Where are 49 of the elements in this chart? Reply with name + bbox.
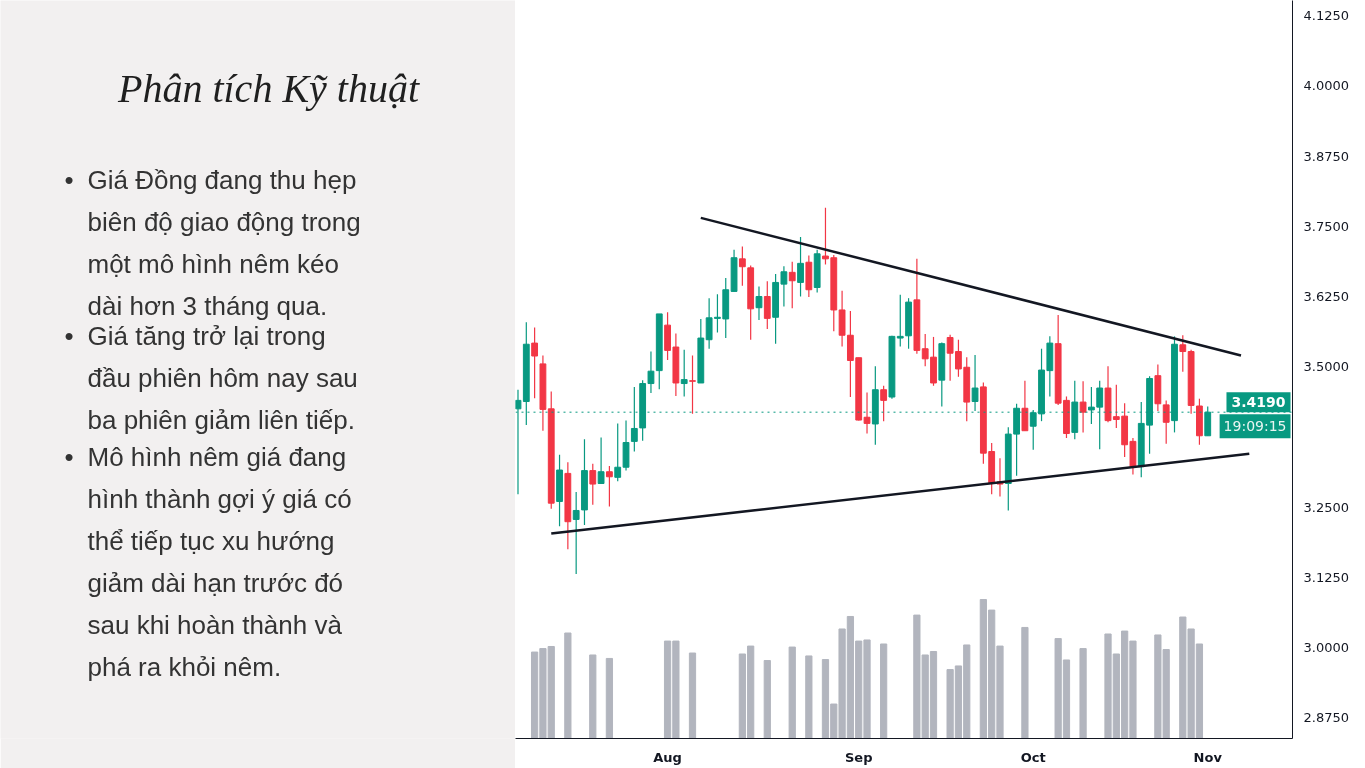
bar (564, 632, 572, 739)
ref-line-label: 3.4190 (1231, 394, 1286, 411)
candlestick (531, 326, 539, 399)
bar (605, 657, 614, 739)
candlestick (1162, 399, 1170, 445)
candlestick (971, 354, 979, 412)
y-tick-label: 2.8750 (1303, 710, 1349, 726)
y-tick-label: 4.1250 (1303, 8, 1349, 24)
candlestick (614, 422, 622, 482)
x-tick-label: Sep (844, 749, 873, 765)
x-tick-label: Oct (1020, 749, 1046, 765)
candlestick (572, 491, 580, 575)
candlestick (788, 261, 796, 309)
candlestick (680, 349, 688, 398)
y-tick-label: 3.0000 (1303, 640, 1349, 656)
bar (788, 646, 796, 739)
candlestick (763, 280, 771, 330)
y-tick-label: 3.7500 (1303, 218, 1349, 234)
y-tick-label: 3.5000 (1303, 359, 1349, 375)
annotation: 19:09:15 (1223, 418, 1287, 435)
y-tick-label: 3.1250 (1303, 569, 1349, 585)
text: Phân tích Kỹ thuật (116, 66, 420, 112)
candlestick (1079, 380, 1087, 433)
bar (688, 652, 697, 739)
y-tick-label: 3.8750 (1303, 148, 1349, 164)
candlestick (1179, 334, 1187, 373)
candlestick (755, 285, 763, 321)
text: • Mô hình nêm giá đang hình thành gợi ý giá có thể tiếp tục xu hướng giảm dài hạn trước đó sau khi hoàn thành và phá ra khỏi nêm. (64, 441, 352, 682)
candlestick (597, 436, 605, 485)
bar (589, 654, 597, 739)
candlestick (797, 236, 804, 298)
text: • Giá Đồng đang thu hẹp biên độ giao động trong một mô hình nêm kéo dài hơn 3 tháng qua. (64, 164, 361, 321)
candlestick (738, 245, 746, 287)
bar (1021, 626, 1029, 739)
x-tick-label: Aug (653, 749, 682, 765)
candlestick (689, 354, 696, 415)
bar (763, 660, 771, 739)
x-tick-label: Nov (1193, 749, 1223, 765)
text: • Giá tăng trở lại trong đầu phiên hôm nay sau ba phiên giảm liên tiếp. (64, 321, 358, 436)
y-tick-label: 4.0000 (1303, 78, 1349, 94)
bar (1079, 648, 1087, 739)
candlestick (606, 465, 613, 508)
y-tick-label: 3.6250 (1303, 288, 1349, 304)
bar (880, 643, 888, 739)
bar (805, 655, 813, 739)
y-tick-label: 3.2500 (1303, 499, 1349, 515)
candlestick (589, 463, 597, 506)
candlestick (880, 385, 888, 422)
candlestick (1021, 380, 1029, 432)
